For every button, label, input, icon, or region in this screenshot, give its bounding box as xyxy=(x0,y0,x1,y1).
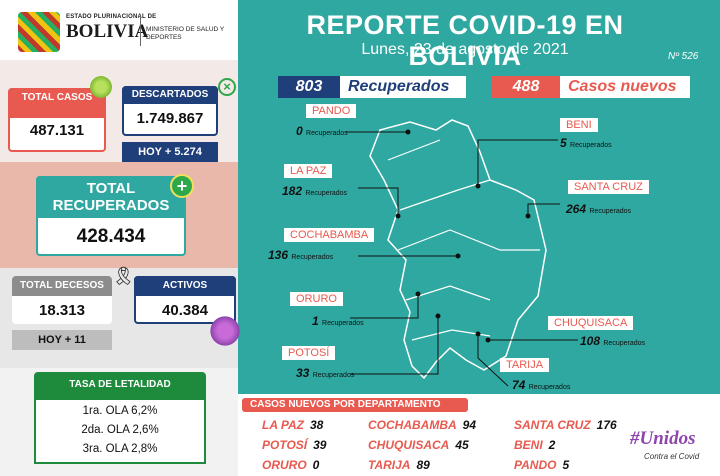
total-cases-card: TOTAL CASOS 487.131 xyxy=(8,88,106,152)
dept-potosi-value: 33 Recuperados xyxy=(296,366,355,380)
ministry-text: MINISTERIO DE SALUD Y DEPORTES xyxy=(146,26,225,41)
recovered-today-label: Recuperados xyxy=(340,76,466,98)
new-cases-pando: PANDO 5 xyxy=(514,458,570,472)
dept-oruro-value: 1 Recuperados xyxy=(312,314,364,328)
lethality-wave-3: 3ra. OLA 2,8% xyxy=(82,443,158,455)
virus-icon xyxy=(90,76,112,98)
report-title: REPORTE COVID-19 EN BOLIVIA xyxy=(306,10,624,71)
lethality-wave-2: 2da. OLA 2,6% xyxy=(81,424,159,436)
close-icon: × xyxy=(218,78,236,96)
total-recovered-card: TOTAL RECUPERADOS 428.434 xyxy=(36,176,186,256)
active-value: 40.384 xyxy=(162,302,208,319)
new-cases-label: Casos nuevos xyxy=(560,76,690,98)
new-cases-beni: BENI 2 xyxy=(514,438,556,452)
discarded-label: DESCARTADOS xyxy=(122,86,218,104)
dept-potosi-label: POTOSÍ xyxy=(282,346,336,360)
new-cases-tarija: TARIJA 89 xyxy=(368,458,430,472)
new-cases-chuquisaca: CHUQUISACA 45 xyxy=(368,438,469,452)
dept-santacruz-value: 264 Recuperados xyxy=(566,202,632,216)
dept-tarija-value: 74 Recuperados xyxy=(512,378,571,392)
dept-pando-value: 0 Recuperados xyxy=(296,124,348,138)
total-cases-label: TOTAL CASOS xyxy=(8,88,106,118)
new-cases-title: CASOS NUEVOS POR DEPARTAMENTO xyxy=(242,398,468,412)
total-recovered-value: 428.434 xyxy=(76,226,146,247)
logo-bolivia-text: BOLIVIA xyxy=(66,21,149,42)
dept-beni-label: BENI xyxy=(560,118,598,132)
virus-icon-purple xyxy=(210,316,240,346)
discarded-card: DESCARTADOS 1.749.867 xyxy=(122,86,218,136)
total-cases-value: 487.131 xyxy=(29,122,85,139)
logo-divider xyxy=(140,16,141,46)
total-deaths-value: 18.313 xyxy=(39,302,85,319)
logo-estado-text: ESTADO PLURINACIONAL DE xyxy=(66,14,157,20)
total-deaths-label: TOTAL DECESOS xyxy=(12,276,112,296)
report-date: Lunes, 23 de agosto de 2021 xyxy=(361,41,569,58)
dept-chuquisaca-label: CHUQUISACA xyxy=(548,316,634,330)
discarded-today: HOY + 5.274 xyxy=(122,142,218,162)
total-recovered-label: TOTAL RECUPERADOS xyxy=(36,176,186,218)
dept-chuquisaca-value: 108 Recuperados xyxy=(580,334,646,348)
deaths-today: HOY + 11 xyxy=(12,330,112,350)
new-cases-lapaz: LA PAZ 38 xyxy=(262,418,324,432)
dept-santacruz-label: SANTA CRUZ xyxy=(568,180,649,194)
lethality-box: 1ra. OLA 6,2% 2da. OLA 2,6% 3ra. OLA 2,8… xyxy=(34,398,206,464)
slogan-hashtag: #Unidos xyxy=(630,428,696,449)
new-cases-cochabamba: COCHABAMBA 94 xyxy=(368,418,477,432)
bolivia-map xyxy=(369,119,547,380)
slogan-subtitle: Contra el Covid xyxy=(644,452,700,461)
new-cases-oruro: ORURO 0 xyxy=(262,458,320,472)
dept-oruro-label: ORURO xyxy=(290,292,343,306)
map-country-shape xyxy=(369,119,547,380)
report-number: Nº 526 xyxy=(668,51,699,62)
dept-beni-value: 5 Recuperados xyxy=(560,136,612,150)
lethality-label: TASA DE LETALIDAD xyxy=(34,372,206,398)
dept-cochabamba-label: COCHABAMBA xyxy=(284,228,375,242)
lethality-wave-1: 1ra. OLA 6,2% xyxy=(82,405,158,417)
map-department-borders xyxy=(387,139,540,341)
dept-lapaz-label: LA PAZ xyxy=(284,164,333,178)
active-label: ACTIVOS xyxy=(134,276,236,296)
dept-pando-label: PANDO xyxy=(306,104,357,118)
plus-icon: + xyxy=(170,174,194,198)
mourning-ribbon-icon: 🎗 xyxy=(112,266,135,286)
dept-cochabamba-value: 136 Recuperados xyxy=(268,248,334,262)
new-cases-potosi: POTOSÍ 39 xyxy=(262,438,327,452)
dept-tarija-label: TARIJA xyxy=(500,358,550,372)
new-cases-number: 488 xyxy=(492,76,560,98)
recovered-today-number: 803 xyxy=(278,76,340,98)
total-deaths-card: TOTAL DECESOS 18.313 xyxy=(12,276,112,324)
discarded-value: 1.749.867 xyxy=(136,110,204,127)
new-cases-santacruz: SANTA CRUZ 176 xyxy=(514,418,617,432)
leader-lines xyxy=(346,129,578,387)
coat-of-arms-logo xyxy=(18,12,60,52)
dept-lapaz-value: 182 Recuperados xyxy=(282,184,348,198)
